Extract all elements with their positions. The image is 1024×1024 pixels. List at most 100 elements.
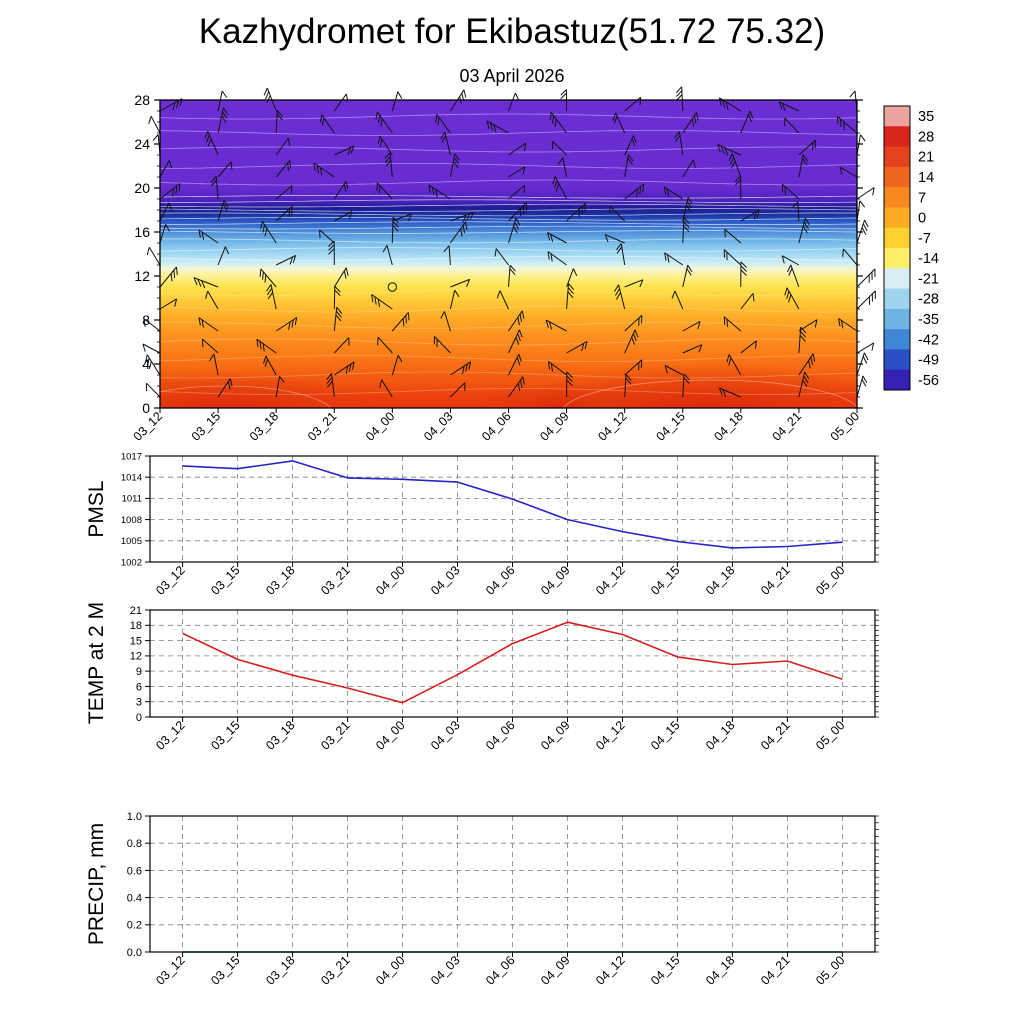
x-tick-label: 04_09 xyxy=(538,718,573,753)
x-tick-label: 04_21 xyxy=(770,409,805,444)
x-tick-label: 03_18 xyxy=(263,563,298,598)
x-tick-label: 03_12 xyxy=(153,563,188,598)
x-tick-label: 04_06 xyxy=(483,718,518,753)
y-tick-label: 9 xyxy=(136,666,142,678)
series-pmsl xyxy=(182,460,843,549)
y-axis: 1002 1005 1008 1011 1014 1017 xyxy=(121,451,879,568)
x-tick-label: 03_15 xyxy=(208,953,243,988)
x-tick-label: 04_03 xyxy=(428,718,463,753)
y-tick-label: 0 xyxy=(142,400,150,416)
y-tick-label: 6 xyxy=(136,681,142,693)
x-tick-label: 03_21 xyxy=(318,718,353,753)
y-tick-label: 8 xyxy=(142,312,150,328)
colorbar-tick-label: -56 xyxy=(918,373,939,389)
x-tick-label: 03_21 xyxy=(318,953,353,988)
y-tick-label: 12 xyxy=(130,651,142,663)
y-tick-label: 1008 xyxy=(121,515,142,526)
colorbar-tick-label: -7 xyxy=(918,231,931,247)
x-tick-label: 05_00 xyxy=(813,718,848,753)
x-axis: 03_12 03_15 03_18 03_21 04_00 04_03 04_06 04_09… xyxy=(153,562,848,598)
panel-precip-mm: 0.0 0.2 0.4 0.6 0.8 1.0 03_12 03_15 03_18 03_21 04… xyxy=(127,811,879,988)
x-tick-label: 03_18 xyxy=(263,953,298,988)
x-tick-label: 04_21 xyxy=(758,953,793,988)
colorbar-tick-label: -49 xyxy=(918,353,939,369)
y-tick-label: 15 xyxy=(130,635,142,647)
y-tick-label: 1014 xyxy=(121,473,142,484)
colorbar: 35 28 21 14 7 0 -7 -14 -21 -28 -35 -42 -49 -56 xyxy=(883,105,939,391)
y-tick-label: 3 xyxy=(136,697,142,709)
xsection-field xyxy=(160,100,857,408)
y-tick-label: 0.4 xyxy=(127,893,142,905)
x-tick-label: 03_21 xyxy=(305,409,340,444)
colorbar-tick-label: -28 xyxy=(918,292,939,308)
x-tick-label: 04_06 xyxy=(483,563,518,598)
x-tick-label: 04_12 xyxy=(595,409,630,444)
x-tick-label: 03_15 xyxy=(208,563,243,598)
x-tick-label: 04_00 xyxy=(373,718,408,753)
calm-wind-icon xyxy=(387,282,398,292)
x-tick-label: 04_09 xyxy=(538,563,573,598)
x-tick-label: 05_00 xyxy=(828,409,863,444)
y-axis: 0.0 0.2 0.4 0.6 0.8 1.0 xyxy=(127,811,879,959)
x-tick-label: 04_00 xyxy=(363,409,398,444)
colorbar-tick-label: -35 xyxy=(918,312,939,328)
date-subtitle: 03 April 2026 xyxy=(459,66,565,86)
gridlines xyxy=(150,455,875,563)
y-tick-label: 0 xyxy=(136,712,142,724)
x-tick-label: 05_00 xyxy=(813,563,848,598)
x-axis: 03_12 03_15 03_18 03_21 04_00 04_03 04_06 04_09… xyxy=(153,952,848,988)
colorbar-tick-label: 28 xyxy=(918,129,934,145)
y-tick-label: 1011 xyxy=(122,494,142,505)
panel-temp-at-2-m: 0 3 6 9 12 15 18 21 03_12 03_15 03_18 03_21 04_00 04_… xyxy=(130,605,879,753)
x-axis: 03_12 03_15 03_18 03_21 04_00 04_03 04_06 04_09… xyxy=(153,717,848,753)
page-title: Kazhydromet for Ekibastuz(51.72 75.32) xyxy=(198,12,826,51)
x-tick-label: 03_12 xyxy=(153,718,188,753)
x-tick-label: 04_15 xyxy=(653,409,688,444)
x-tick-label: 04_21 xyxy=(758,718,793,753)
y-tick-label: 24 xyxy=(134,136,150,152)
x-tick-label: 04_06 xyxy=(483,953,518,988)
ylabel-temp: TEMP at 2 M xyxy=(85,601,108,725)
x-tick-label: 04_18 xyxy=(703,718,738,753)
colorbar-tick-label: 0 xyxy=(918,211,926,227)
y-tick-label: 16 xyxy=(134,224,150,240)
colorbar-tick-label: -14 xyxy=(918,251,939,267)
y-tick-label: 1002 xyxy=(121,557,142,568)
x-tick-label: 04_09 xyxy=(537,409,572,444)
colorbar-tick-label: 14 xyxy=(918,170,934,186)
y-axis: 0 3 6 9 12 15 18 21 xyxy=(130,605,879,724)
y-tick-label: 20 xyxy=(134,180,150,196)
colorbar-tick-label: -42 xyxy=(918,332,939,348)
gridlines xyxy=(150,815,875,953)
x-tick-label: 04_12 xyxy=(593,563,628,598)
y-tick-label: 0.0 xyxy=(127,947,142,959)
y-tick-label: 0.8 xyxy=(127,838,142,850)
y-tick-label: 28 xyxy=(134,92,150,108)
x-tick-label: 04_15 xyxy=(648,718,683,753)
y-tick-label: 1.0 xyxy=(127,811,142,823)
x-tick-label: 04_18 xyxy=(703,563,738,598)
colorbar-tick-label: 35 xyxy=(918,109,934,125)
x-tick-label: 04_03 xyxy=(421,409,456,444)
y-tick-label: 4 xyxy=(142,356,150,372)
x-tick-label: 04_00 xyxy=(373,563,408,598)
x-tick-label: 03_21 xyxy=(318,563,353,598)
x-tick-label: 04_15 xyxy=(648,563,683,598)
colorbar-tick-label: 7 xyxy=(918,190,926,206)
x-tick-label: 04_03 xyxy=(428,953,463,988)
x-tick-label: 03_12 xyxy=(153,953,188,988)
x-tick-label: 05_00 xyxy=(813,953,848,988)
gridlines xyxy=(150,609,875,718)
series-temp-at-2-m xyxy=(182,621,843,704)
x-tick-label: 03_18 xyxy=(247,409,282,444)
x-tick-label: 04_00 xyxy=(373,953,408,988)
x-tick-label: 04_15 xyxy=(648,953,683,988)
y-tick-label: 1017 xyxy=(121,451,142,462)
x-tick-label: 03_18 xyxy=(263,718,298,753)
y-tick-label: 21 xyxy=(130,605,142,617)
y-tick-label: 12 xyxy=(134,268,150,284)
